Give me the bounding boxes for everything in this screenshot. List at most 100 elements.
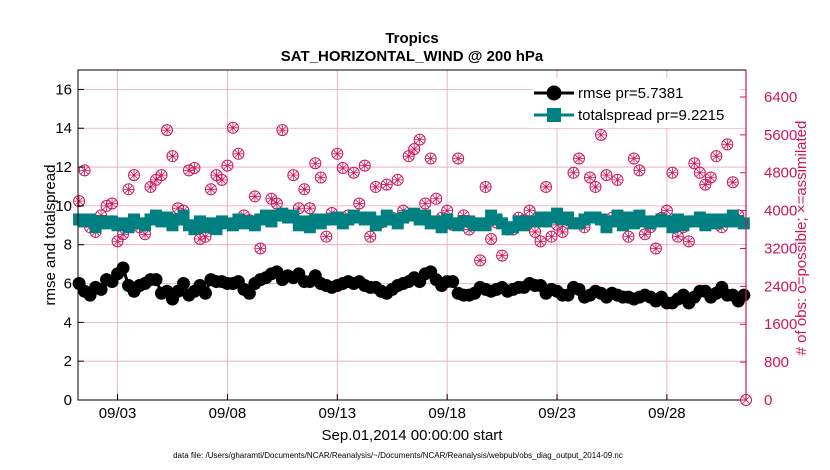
obs-possible-marker	[627, 152, 640, 165]
obs-point	[364, 230, 377, 243]
obs-possible-marker	[583, 171, 596, 184]
obs-assimilated-marker	[140, 229, 151, 240]
obs-assimilated-marker	[156, 170, 167, 181]
obs-assimilated-marker	[612, 174, 623, 185]
obs-assimilated-marker	[480, 181, 491, 192]
obs-assimilated-marker	[623, 231, 634, 242]
obs-assimilated-marker	[299, 184, 310, 195]
obs-assimilated-marker	[639, 229, 650, 240]
obs-assimilated-marker	[370, 181, 381, 192]
obs-possible-marker	[276, 124, 289, 137]
obs-point	[556, 225, 569, 238]
obs-assimilated-marker	[266, 193, 277, 204]
obs-point	[204, 183, 217, 196]
obs-assimilated-marker	[689, 158, 700, 169]
obs-possible-marker	[534, 235, 547, 248]
obs-assimilated-marker	[189, 163, 200, 174]
x-tick-label: 09/28	[648, 405, 686, 422]
obs-assimilated-marker	[332, 148, 343, 159]
obs-possible-marker	[424, 152, 437, 165]
obs-point	[633, 164, 646, 177]
x-tick-label: 09/08	[209, 405, 247, 422]
obs-possible-marker	[408, 143, 421, 156]
x-tick-label: 09/13	[319, 405, 357, 422]
obs-assimilated-marker	[123, 184, 134, 195]
obs-point	[347, 166, 360, 179]
y-tick-label: 10	[55, 198, 72, 215]
obs-assimilated-marker	[277, 125, 288, 136]
y-axis-ticks: 0 2 4 6 8 10 12 14 16	[55, 81, 84, 409]
obs-point	[496, 249, 509, 262]
obs-assimilated-marker	[414, 134, 425, 145]
obs-assimilated-marker	[497, 250, 508, 261]
obs-possible-marker	[693, 166, 706, 179]
totalspread-series	[73, 207, 750, 236]
obs-point	[380, 178, 393, 191]
obs-point	[611, 173, 624, 186]
obs-point	[391, 173, 404, 186]
obs-assimilated-marker	[310, 158, 321, 169]
obs-point	[726, 176, 739, 189]
rmse-point	[198, 286, 212, 300]
obs-point	[693, 166, 706, 179]
obs-assimilated-marker	[255, 243, 266, 254]
obs-assimilated-marker	[315, 172, 326, 183]
obs-point	[232, 147, 245, 160]
obs-possible-marker	[600, 169, 613, 182]
obs-assimilated-marker	[431, 193, 442, 204]
obs-possible-marker	[309, 157, 322, 170]
obs-possible-marker	[726, 176, 739, 189]
rmse-point	[149, 273, 163, 287]
obs-possible-marker	[254, 242, 267, 255]
obs-assimilated-marker	[541, 181, 552, 192]
obs-assimilated-marker	[700, 179, 711, 190]
obs-assimilated-marker	[661, 205, 672, 216]
y-tick-label: 2	[64, 353, 72, 370]
y-right-tick-label: 4800	[764, 165, 797, 182]
obs-possible-marker	[721, 138, 734, 151]
obs-point	[485, 233, 498, 246]
obs-assimilated-marker	[365, 231, 376, 242]
y-right-tick-label: 4000	[764, 203, 797, 220]
y-tick-label: 14	[55, 120, 72, 137]
legend-rmse-marker	[546, 85, 562, 101]
y-tick-label: 12	[55, 159, 72, 176]
obs-point	[111, 235, 124, 248]
obs-point	[419, 197, 432, 210]
obs-possible-marker	[122, 183, 135, 196]
obs-assimilated-marker	[118, 229, 129, 240]
obs-point	[128, 169, 141, 182]
obs-point	[589, 180, 602, 193]
obs-possible-marker	[358, 159, 371, 172]
obs-assimilated-marker	[590, 181, 601, 192]
obs-possible-marker	[314, 171, 327, 184]
obs-possible-marker	[452, 152, 465, 165]
obs-point	[160, 124, 173, 137]
obs-assimilated-marker	[601, 170, 612, 181]
rmse-point	[116, 261, 130, 275]
obs-assimilated-marker	[293, 203, 304, 214]
obs-assimilated-marker	[79, 165, 90, 176]
obs-point	[336, 162, 349, 175]
obs-point	[699, 178, 712, 191]
obs-possible-marker	[540, 180, 553, 193]
obs-possible-marker	[413, 133, 426, 146]
obs-possible-marker	[221, 159, 234, 172]
rmse-point	[176, 277, 190, 291]
obs-point	[155, 169, 168, 182]
totalspread-point	[287, 209, 300, 222]
obs-assimilated-marker	[161, 125, 172, 136]
obs-possible-marker	[128, 169, 141, 182]
y-right-tick-label: 5600	[764, 127, 797, 144]
obs-possible-marker	[155, 169, 168, 182]
obs-possible-marker	[682, 235, 695, 248]
obs-possible-marker	[611, 173, 624, 186]
obs-point	[413, 133, 426, 146]
obs-assimilated-marker	[321, 231, 332, 242]
obs-point	[73, 195, 86, 208]
obs-possible-marker	[106, 197, 119, 210]
y-tick-label: 8	[64, 237, 72, 254]
obs-assimilated-marker	[650, 243, 661, 254]
obs-assimilated-marker	[211, 170, 222, 181]
y-axis-label: rmse and totalspread	[42, 165, 59, 306]
